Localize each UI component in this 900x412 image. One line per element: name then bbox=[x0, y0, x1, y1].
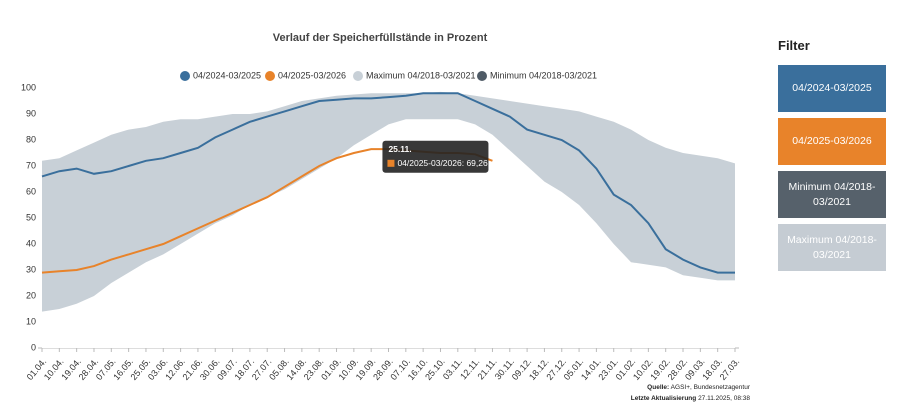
tooltip-text: 04/2025-03/2026: 69,26 bbox=[397, 158, 488, 168]
y-tick-label: 30 bbox=[26, 264, 36, 274]
y-tick-label: 0 bbox=[31, 342, 36, 352]
legend-marker bbox=[353, 71, 363, 81]
legend-marker bbox=[180, 71, 190, 81]
y-tick-label: 90 bbox=[26, 108, 36, 118]
legend-label: 04/2025-03/2026 bbox=[278, 70, 346, 80]
y-tick-label: 100 bbox=[21, 82, 36, 92]
footer: Quelle: AGSI+, Bundesnetzagentur Letzte … bbox=[631, 382, 750, 404]
x-tick-label: 27.03. bbox=[718, 356, 742, 382]
legend-marker bbox=[265, 71, 275, 81]
legend-label: Minimum 04/2018-03/2021 bbox=[490, 70, 597, 80]
chart-title: Verlauf der Speicherfüllstände in Prozen… bbox=[273, 32, 488, 44]
line bbox=[41, 92, 735, 274]
filter-title: Filter bbox=[778, 38, 810, 53]
y-tick-label: 60 bbox=[26, 186, 36, 196]
chart: Verlauf der Speicherfüllstände in Prozen… bbox=[21, 32, 742, 382]
y-tick-label: 40 bbox=[26, 238, 36, 248]
y-tick-label: 10 bbox=[26, 316, 36, 326]
update-text: 27.11.2025, 08:38 bbox=[698, 395, 750, 402]
filter-panel: Filter 04/2024-03/2025 04/2025-03/2026 Min… bbox=[778, 38, 886, 277]
update: Letzte Aktualisierung 27.11.2025, 08:38 bbox=[631, 393, 750, 404]
update-label: Letzte Aktualisierung bbox=[630, 395, 697, 402]
y-tick-label: 80 bbox=[26, 134, 36, 144]
y-tick-label: 70 bbox=[26, 160, 36, 170]
source-text: AGSI+, Bundesnetzagentur bbox=[670, 384, 750, 391]
filter-button[interactable]: 04/2024-03/2025 bbox=[778, 65, 886, 112]
tooltip-marker bbox=[387, 159, 395, 167]
source: Quelle: AGSI+, Bundesnetzagentur bbox=[631, 382, 750, 393]
filter-button[interactable]: 04/2025-03/2026 bbox=[778, 118, 886, 165]
y-tick-label: 20 bbox=[26, 290, 36, 300]
legend-label: 04/2024-03/2025 bbox=[193, 70, 261, 80]
tooltip-date: 25.11. bbox=[388, 144, 411, 154]
area bbox=[42, 119, 735, 348]
filter-button[interactable]: Minimum 04/2018-03/2021 bbox=[778, 171, 886, 218]
tooltip-box bbox=[382, 140, 489, 173]
legend-label: Maximum 04/2018-03/2021 bbox=[366, 70, 476, 80]
filter-button[interactable]: Maximum 04/2018-03/2021 bbox=[778, 224, 886, 271]
source-label: Quelle: bbox=[647, 384, 670, 391]
legend-marker bbox=[477, 71, 487, 81]
y-tick-label: 50 bbox=[26, 212, 36, 222]
